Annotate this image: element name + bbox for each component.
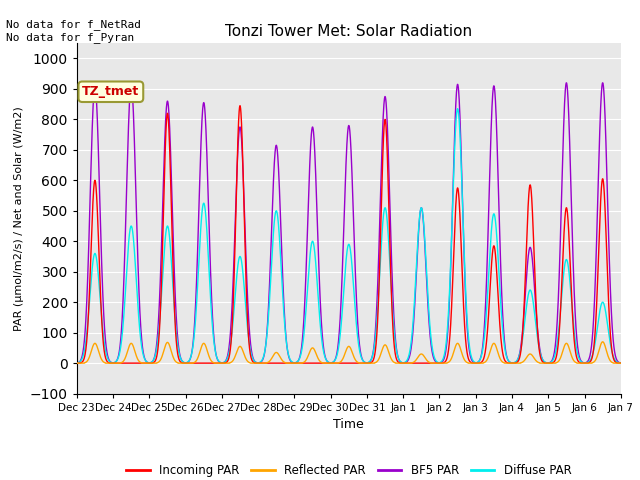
X-axis label: Time: Time <box>333 418 364 431</box>
Title: Tonzi Tower Met: Solar Radiation: Tonzi Tower Met: Solar Radiation <box>225 24 472 39</box>
Text: TZ_tmet: TZ_tmet <box>82 85 140 98</box>
Y-axis label: PAR (μmol/m2/s) / Net and Solar (W/m2): PAR (μmol/m2/s) / Net and Solar (W/m2) <box>14 106 24 331</box>
Legend: Incoming PAR, Reflected PAR, BF5 PAR, Diffuse PAR: Incoming PAR, Reflected PAR, BF5 PAR, Di… <box>121 459 577 480</box>
Text: No data for f_NetRad
No data for f_Pyran: No data for f_NetRad No data for f_Pyran <box>6 19 141 43</box>
